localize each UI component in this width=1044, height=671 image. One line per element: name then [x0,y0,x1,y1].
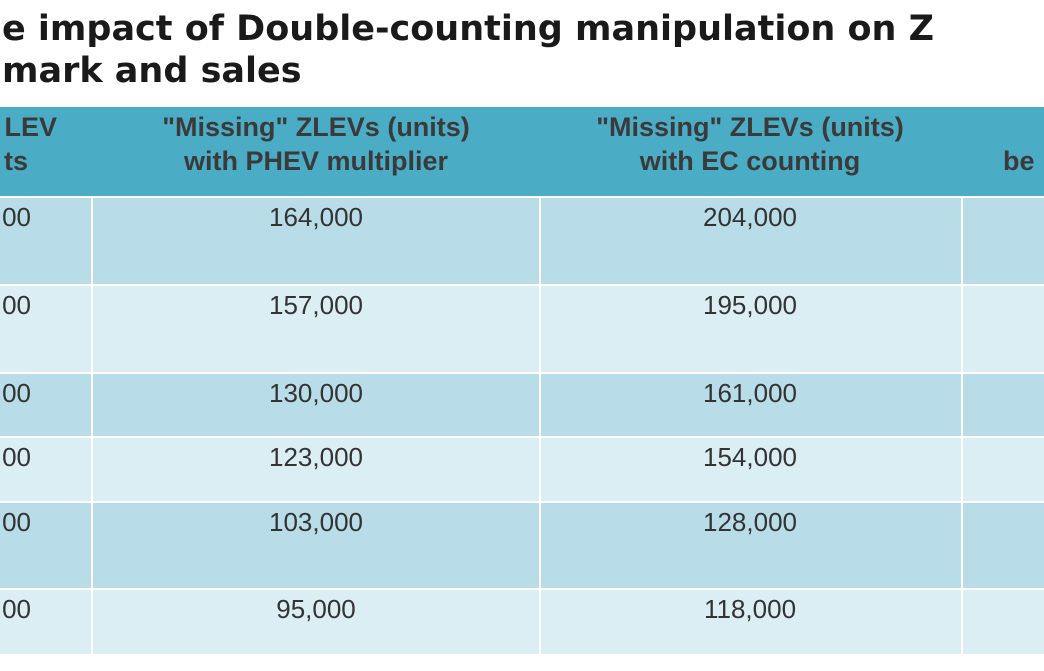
table-cell: 161,000 [703,378,797,408]
table-row [0,197,1044,285]
header-cell: with EC counting [639,146,860,176]
title-line: e impact of Double-counting manipulation… [2,9,934,49]
header-cell: ts [4,146,28,176]
table-row [0,373,1044,437]
title-line: mark and sales [2,51,302,91]
table-cell: 164,000 [269,202,363,232]
header-cell: "Missing" ZLEVs (units) [596,112,904,142]
table-row [0,589,1044,655]
table-cell: 123,000 [269,442,363,472]
table-cell: 204,000 [703,202,797,232]
table-cell: 103,000 [269,507,363,537]
table-cell: 00 [2,594,31,624]
table-cell: 157,000 [269,290,363,320]
table-cell: 00 [2,290,31,320]
table-row [0,502,1044,589]
header-row [0,107,1044,197]
header-cell: with PHEV multiplier [183,146,449,176]
header-cell: be [1003,146,1035,176]
table-row [0,437,1044,502]
table-cell: 00 [2,442,31,472]
table-cell: 00 [2,507,31,537]
header-cell: "Missing" ZLEVs (units) [162,112,470,142]
table-cell: 130,000 [269,378,363,408]
table-cell: 195,000 [703,290,797,320]
table-cell: 128,000 [703,507,797,537]
header-cell: LEV [4,112,57,142]
table-cell: 00 [2,202,31,232]
table-cell: 95,000 [276,594,356,624]
table-cell: 118,000 [704,594,796,624]
table-cell: 00 [2,378,31,408]
table-cell: 154,000 [703,442,797,472]
table-row [0,285,1044,373]
